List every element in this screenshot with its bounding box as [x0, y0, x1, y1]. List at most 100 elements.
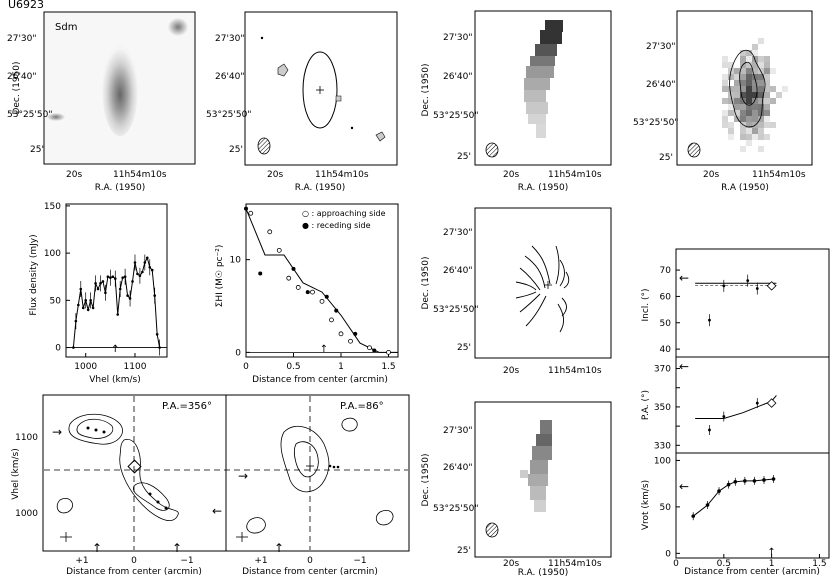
rotation-curve-line: [692, 478, 774, 517]
y-tick-label: 70: [660, 266, 672, 276]
x-tick-label: 1000: [74, 362, 97, 372]
arrow-marker: ↑: [111, 344, 119, 355]
y-tick-label: 60: [660, 292, 672, 302]
hi-pixel: [740, 110, 746, 116]
hi-pixel: [752, 68, 758, 74]
profile-point: [86, 308, 90, 312]
y-tick-label: 330: [654, 441, 671, 451]
receding-point: [353, 331, 358, 336]
hi-pixel: [758, 104, 764, 110]
svg-text:27'30": 27'30": [443, 228, 473, 238]
svg-text:27'30": 27'30": [646, 42, 676, 52]
profile-point: [99, 282, 102, 285]
hi-pixel: [770, 68, 776, 74]
svg-text:20s: 20s: [66, 170, 82, 180]
hi-pixel: [770, 98, 776, 104]
hi-pixel: [752, 92, 758, 98]
hi-pixel: [734, 92, 740, 98]
hi-pixel: [752, 110, 758, 116]
hi-pixel: [764, 68, 770, 74]
hi-pixel: [746, 98, 752, 104]
hi-pixel: [722, 62, 728, 68]
profile-point: [101, 280, 105, 283]
profile-point: [79, 287, 83, 291]
svg-text:53°25'50": 53°25'50": [433, 111, 478, 121]
profile-point: [96, 287, 100, 291]
svg-text:Flux density (mJy): Flux density (mJy): [29, 234, 39, 315]
svg-text:R.A. (1950): R.A. (1950): [95, 183, 145, 193]
svg-text:→: →: [52, 425, 62, 439]
hi-pixel: [728, 110, 734, 116]
pa-label-1: P.A.=356°: [162, 401, 212, 412]
hi-pixel: [752, 104, 758, 110]
x-tick-label: 1100: [124, 362, 147, 372]
svg-text:25': 25': [229, 145, 243, 155]
rotation-point: [771, 477, 776, 481]
svg-text:20s: 20s: [267, 170, 283, 180]
hi-pixel: [746, 128, 752, 134]
svg-text:20s: 20s: [503, 366, 519, 376]
hi-pixel: [746, 104, 752, 110]
svg-text:25': 25': [457, 546, 471, 556]
profile-point: [111, 275, 115, 279]
svg-text:Distance from center (arcmin): Distance from center (arcmin): [66, 567, 202, 577]
pa-label-2: P.A.=86°: [340, 401, 384, 412]
rotation-point: [691, 514, 696, 518]
rotation-point: [733, 480, 738, 484]
receding-point: [324, 294, 329, 299]
hi-pixel: [758, 62, 764, 68]
hi-pixel: [758, 134, 764, 140]
hi-pixel: [764, 116, 770, 122]
hi-pixel: [728, 62, 734, 68]
pa-point: [755, 401, 759, 405]
profile-point: [89, 299, 92, 302]
approaching-point: [367, 345, 372, 351]
hi-pixel: [740, 104, 746, 110]
profile-point: [84, 299, 88, 302]
svg-text:↑: ↑: [274, 541, 284, 555]
hi-pixel: [746, 74, 752, 80]
svg-text:↑: ↑: [92, 541, 102, 555]
hi-pixel: [734, 110, 740, 116]
y-tick-label: 0: [235, 348, 241, 358]
hi-pixel: [734, 104, 740, 110]
svg-text:R.A. (1950): R.A. (1950): [518, 183, 568, 193]
panel-global-profile: 0 50 100 150 1000 1100 ↑ Flux density (mJy) Vh…: [29, 202, 168, 385]
hi-pixel: [728, 98, 734, 104]
legend-receding: ● : receding side: [302, 221, 371, 230]
hi-pixel: [758, 56, 764, 62]
hi-pixel: [728, 128, 734, 134]
profile-point: [72, 346, 75, 349]
hi-pixel: [740, 134, 746, 140]
x-tick-label: 0.5: [717, 559, 731, 569]
svg-text:→: →: [238, 469, 248, 483]
hi-pixel: [740, 80, 746, 86]
hi-pixel: [746, 56, 752, 62]
incl-point: [708, 318, 711, 322]
x-tick-label: 0: [243, 362, 249, 372]
hi-pixel: [746, 62, 752, 68]
hi-pixel: [746, 80, 752, 86]
y-tick-label: 40: [660, 345, 672, 355]
arrow-marker: ←: [679, 271, 689, 285]
hi-pixel: [758, 146, 764, 152]
rotation-point: [743, 479, 747, 483]
approaching-point: [276, 247, 282, 253]
svg-text:53°25'50": 53°25'50": [7, 110, 52, 120]
svg-text:11h54m10s: 11h54m10s: [548, 170, 602, 180]
profile-point: [123, 275, 127, 279]
svg-text:Distance from center (arcmin): Distance from center (arcmin): [684, 567, 820, 577]
approaching-point: [267, 229, 273, 235]
profile-point: [94, 282, 97, 285]
x-tick-label: 1: [769, 559, 775, 569]
profile-point: [138, 274, 142, 278]
hi-pixel: [722, 98, 728, 104]
svg-text:Dec. (1950): Dec. (1950): [421, 63, 431, 116]
svg-text:Distance from center (arcmin): Distance from center (arcmin): [242, 567, 378, 577]
svg-text:0: 0: [307, 556, 313, 566]
svg-text:11h54m10s: 11h54m10s: [113, 170, 167, 180]
profile-point: [131, 280, 134, 283]
profile-point: [136, 272, 139, 276]
hi-pixel: [758, 98, 764, 104]
